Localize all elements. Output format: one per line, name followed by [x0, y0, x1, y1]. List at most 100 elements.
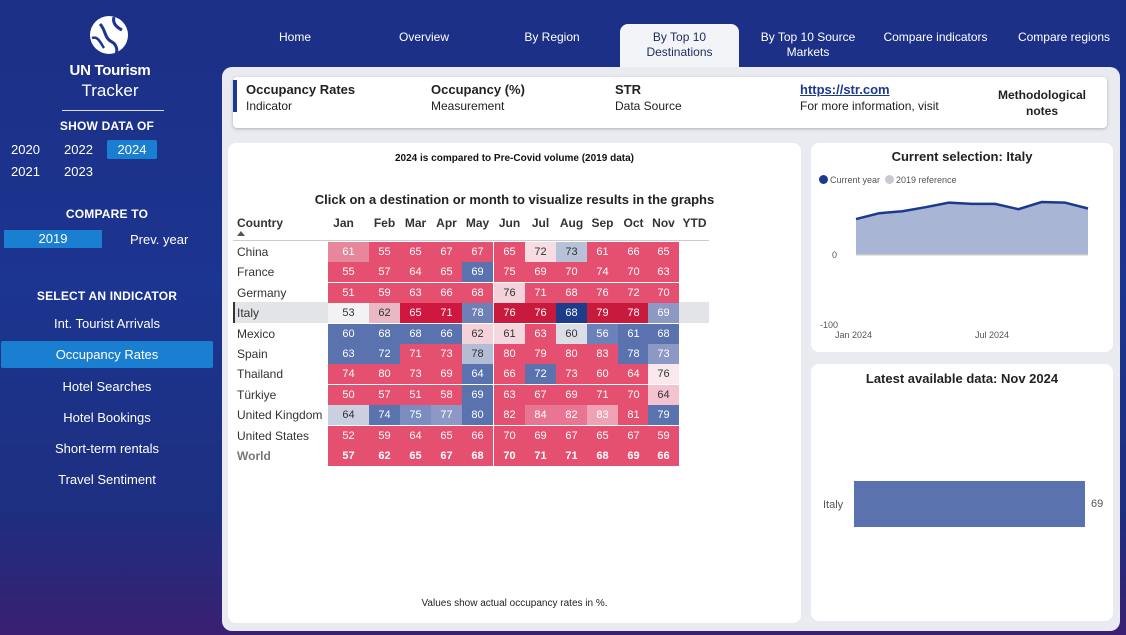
heatmap-cell[interactable]: 65 [431, 426, 462, 446]
current-year-line[interactable] [855, 200, 1089, 221]
month-header-jun[interactable]: Jun [498, 216, 521, 230]
methodological-notes-button[interactable]: Methodological notes [998, 88, 1086, 118]
heatmap-cell[interactable]: 80 [494, 344, 525, 364]
str-link[interactable]: https://str.com [800, 82, 890, 97]
heatmap-cell[interactable]: 71 [400, 344, 431, 364]
heatmap-cell[interactable]: 60 [556, 324, 587, 344]
month-header-jan[interactable]: Jan [333, 216, 354, 230]
month-header-jul[interactable]: Jul [531, 216, 550, 230]
heatmap-cell[interactable]: 67 [431, 446, 462, 466]
heatmap-cell[interactable]: 65 [400, 303, 431, 323]
heatmap-cell[interactable]: 71 [431, 303, 462, 323]
heatmap-cell[interactable]: 59 [369, 283, 400, 303]
heatmap-cell[interactable]: 69 [556, 385, 587, 405]
heatmap-cell[interactable]: 64 [618, 364, 649, 384]
heatmap-cell[interactable]: 68 [648, 324, 679, 344]
heatmap-cell[interactable]: 84 [525, 405, 556, 425]
heatmap-cell[interactable]: 76 [494, 303, 525, 323]
heatmap-cell[interactable]: 78 [618, 303, 649, 323]
current-year-area[interactable] [856, 202, 1088, 254]
heatmap-cell[interactable]: 69 [431, 364, 462, 384]
heatmap-cell[interactable]: 71 [556, 446, 587, 466]
trend-chart[interactable] [811, 143, 1113, 352]
heatmap-cell[interactable]: 78 [618, 344, 649, 364]
heatmap-cell[interactable]: 55 [328, 262, 369, 282]
country-united-kingdom[interactable]: United Kingdom [237, 408, 323, 422]
heatmap-cell[interactable]: 67 [431, 242, 462, 262]
heatmap-cell[interactable]: 68 [556, 303, 587, 323]
heatmap-cell[interactable]: 59 [648, 426, 679, 446]
heatmap-cell[interactable]: 68 [400, 324, 431, 344]
heatmap-cell[interactable]: 64 [400, 262, 431, 282]
heatmap-cell[interactable]: 72 [525, 242, 556, 262]
heatmap-cell[interactable]: 58 [431, 385, 462, 405]
year-2020[interactable]: 2020 [11, 142, 40, 157]
heatmap-cell[interactable]: 80 [462, 405, 493, 425]
heatmap-cell[interactable]: 76 [587, 283, 618, 303]
indicator-travel-sentiment[interactable]: Travel Sentiment [58, 472, 156, 487]
heatmap-cell[interactable]: 65 [400, 446, 431, 466]
heatmap-cell[interactable]: 69 [525, 426, 556, 446]
indicator-hotel-searches[interactable]: Hotel Searches [62, 379, 152, 394]
heatmap-cell[interactable]: 73 [400, 364, 431, 384]
heatmap-cell[interactable]: 62 [462, 324, 493, 344]
heatmap-cell[interactable]: 69 [462, 385, 493, 405]
heatmap-cell[interactable]: 69 [525, 262, 556, 282]
heatmap-cell[interactable]: 63 [494, 385, 525, 405]
heatmap-cell[interactable]: 57 [328, 446, 369, 466]
heatmap-cell[interactable]: 63 [648, 262, 679, 282]
heatmap-cell[interactable]: 83 [587, 405, 618, 425]
heatmap-cell[interactable]: 80 [369, 364, 400, 384]
month-header-ytd[interactable]: YTD [682, 216, 707, 230]
tab-compare-regions[interactable]: Compare regions [1017, 30, 1111, 44]
heatmap-cell[interactable]: 65 [648, 242, 679, 262]
heatmap-cell[interactable]: 60 [587, 364, 618, 384]
country-header[interactable]: Country [237, 216, 283, 230]
heatmap-cell[interactable]: 63 [328, 344, 369, 364]
heatmap-cell[interactable]: 74 [587, 262, 618, 282]
heatmap-cell[interactable]: 81 [618, 405, 649, 425]
month-header-may[interactable]: May [465, 216, 490, 230]
heatmap-cell[interactable]: 70 [618, 262, 649, 282]
heatmap-cell[interactable]: 68 [462, 446, 493, 466]
indicator-int-tourist-arrivals[interactable]: Int. Tourist Arrivals [54, 316, 160, 331]
country-t-rkiye[interactable]: Türkiye [237, 388, 277, 402]
heatmap-cell[interactable]: 78 [462, 344, 493, 364]
heatmap-cell[interactable]: 73 [556, 242, 587, 262]
year-2022[interactable]: 2022 [64, 142, 93, 157]
heatmap-cell[interactable]: 67 [462, 242, 493, 262]
heatmap-cell[interactable]: 65 [400, 242, 431, 262]
heatmap-cell[interactable]: 80 [556, 344, 587, 364]
heatmap-cell[interactable]: 50 [328, 385, 369, 405]
heatmap-cell[interactable]: 70 [494, 426, 525, 446]
heatmap-cell[interactable]: 78 [462, 303, 493, 323]
heatmap-cell[interactable]: 62 [369, 446, 400, 466]
month-header-aug[interactable]: Aug [559, 216, 584, 230]
compare-prev-year-button[interactable]: Prev. year [130, 232, 189, 247]
tab-by-region[interactable]: By Region [524, 30, 580, 44]
heatmap-cell[interactable]: 79 [587, 303, 618, 323]
month-header-sep[interactable]: Sep [591, 216, 614, 230]
heatmap-cell[interactable]: 72 [618, 283, 649, 303]
indicator-hotel-bookings[interactable]: Hotel Bookings [63, 410, 151, 425]
heatmap-cell[interactable]: 66 [494, 364, 525, 384]
country-germany[interactable]: Germany [237, 286, 287, 300]
compare-2019-button[interactable]: 2019 [4, 230, 102, 248]
heatmap-cell[interactable]: 70 [618, 385, 649, 405]
heatmap-cell[interactable]: 75 [494, 262, 525, 282]
month-header-nov[interactable]: Nov [652, 216, 675, 230]
indicator-occupancy-rates[interactable]: Occupancy Rates [1, 341, 213, 368]
heatmap-cell[interactable]: 79 [525, 344, 556, 364]
heatmap-cell[interactable]: 73 [556, 364, 587, 384]
heatmap-cell[interactable]: 61 [494, 324, 525, 344]
heatmap-cell[interactable]: 61 [328, 242, 369, 262]
country-spain[interactable]: Spain [237, 347, 268, 361]
heatmap-cell[interactable]: 76 [494, 283, 525, 303]
heatmap-cell[interactable]: 77 [431, 405, 462, 425]
tab-home[interactable]: Home [278, 30, 311, 44]
heatmap-cell[interactable]: 70 [494, 446, 525, 466]
tab-by-top-10-source-markets[interactable]: By Top 10 Source Markets [760, 30, 856, 59]
heatmap-cell[interactable]: 70 [556, 262, 587, 282]
heatmap-cell[interactable]: 64 [400, 426, 431, 446]
heatmap-cell[interactable]: 66 [462, 426, 493, 446]
